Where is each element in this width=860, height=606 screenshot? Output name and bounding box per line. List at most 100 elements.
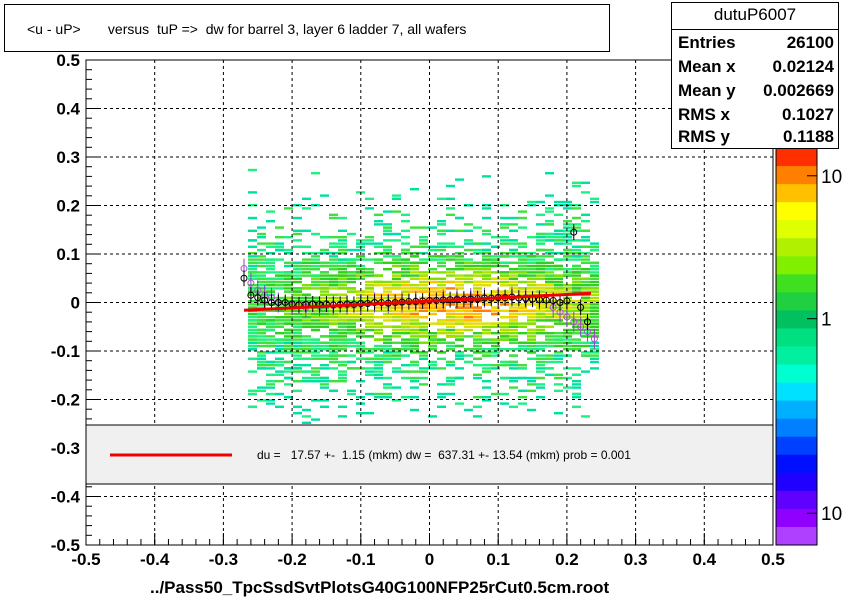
heatmap-cell — [410, 364, 419, 367]
heatmap-cell — [464, 229, 473, 232]
heatmap-cell — [329, 280, 338, 284]
heatmap-cell — [545, 338, 554, 341]
heatmap-cell — [500, 332, 509, 335]
heatmap-cell — [545, 335, 554, 338]
heatmap-cell — [338, 271, 347, 274]
heatmap-cell — [581, 354, 590, 357]
heatmap-cell — [356, 412, 365, 415]
heatmap-cell — [500, 252, 509, 255]
heatmap-cell — [284, 341, 293, 344]
stats-row-rms-y: RMS y 0.1188 — [678, 127, 834, 151]
heatmap-cell — [338, 280, 347, 284]
heatmap-cell — [329, 245, 338, 248]
heatmap-cell — [572, 383, 581, 386]
heatmap-cell — [491, 236, 500, 239]
heatmap-cell — [581, 296, 590, 300]
heatmap-cell — [410, 408, 419, 412]
heatmap-cell — [419, 252, 428, 255]
heatmap-cell — [356, 380, 365, 383]
heatmap-cell — [383, 223, 392, 226]
heatmap-cell — [365, 284, 374, 287]
heatmap-cell — [302, 245, 311, 248]
heatmap-cell — [311, 328, 320, 332]
heatmap-cell — [248, 168, 257, 172]
heatmap-cell — [500, 360, 509, 364]
title-box: <u - uP> versus tuP => dw for barrel 3, … — [4, 4, 610, 52]
heatmap-cell — [563, 287, 572, 290]
heatmap-cell — [356, 316, 365, 319]
heatmap-cell — [275, 392, 284, 396]
heatmap-cell — [446, 242, 455, 245]
heatmap-cell — [338, 405, 347, 408]
heatmap-cell — [320, 312, 329, 316]
heatmap-cell — [410, 386, 419, 389]
heatmap-cell — [374, 344, 383, 348]
heatmap-cell — [383, 255, 392, 258]
heatmap-cell — [527, 348, 536, 351]
heatmap-cell — [374, 293, 383, 296]
heatmap-cell — [572, 309, 581, 312]
heatmap-cell — [572, 204, 581, 207]
heatmap-cell — [347, 322, 356, 325]
heatmap-cell — [320, 357, 329, 360]
heatmap-cell — [347, 300, 356, 303]
heatmap-cell — [293, 229, 302, 232]
heatmap-cell — [482, 354, 491, 357]
heatmap-cell — [293, 239, 302, 242]
heatmap-cell — [545, 284, 554, 287]
heatmap-cell — [284, 309, 293, 312]
heatmap-cell — [437, 319, 446, 322]
heatmap-cell — [518, 367, 527, 370]
heatmap-cell — [365, 312, 374, 316]
heatmap-cell — [266, 325, 275, 328]
stats-value: 0.1027 — [782, 105, 834, 124]
heatmap-cell — [293, 338, 302, 341]
heatmap-cell — [509, 284, 518, 287]
heatmap-cell — [383, 226, 392, 229]
heatmap-cell — [572, 344, 581, 348]
heatmap-cell — [392, 293, 401, 296]
heatmap-cell — [293, 380, 302, 383]
heatmap-cell — [284, 261, 293, 264]
heatmap-cell — [536, 296, 545, 300]
heatmap-cell — [536, 287, 545, 290]
heatmap-cell — [392, 277, 401, 280]
heatmap-cell — [518, 344, 527, 348]
heatmap-cell — [329, 344, 338, 348]
heatmap-cell — [473, 376, 482, 380]
heatmap-cell — [410, 245, 419, 248]
heatmap-cell — [374, 325, 383, 328]
heatmap-cell — [482, 258, 491, 261]
y-tick-label: -0.4 — [51, 488, 81, 507]
heatmap-cell — [401, 290, 410, 293]
heatmap-cell — [554, 242, 563, 245]
heatmap-cell — [284, 248, 293, 252]
heatmap-cell — [518, 402, 527, 405]
heatmap-cell — [455, 316, 464, 319]
heatmap-cell — [455, 277, 464, 280]
heatmap-cell — [428, 271, 437, 274]
heatmap-cell — [401, 348, 410, 351]
heatmap-cell — [500, 216, 509, 220]
heatmap-cell — [455, 245, 464, 248]
heatmap-cell — [554, 316, 563, 319]
heatmap-cell — [482, 370, 491, 373]
heatmap-cell — [374, 284, 383, 287]
heatmap-cell — [455, 284, 464, 287]
heatmap-cell — [311, 338, 320, 341]
heatmap-cell — [284, 328, 293, 332]
heatmap-cell — [311, 351, 320, 354]
heatmap-cell — [563, 328, 572, 332]
heatmap-cell — [401, 258, 410, 261]
heatmap-cell — [257, 274, 266, 277]
heatmap-cell — [527, 376, 536, 380]
heatmap-cell — [410, 287, 419, 290]
heatmap-cell — [545, 344, 554, 348]
heatmap-cell — [464, 239, 473, 242]
heatmap-cell — [410, 325, 419, 328]
stats-row-mean-y: Mean y 0.002669 — [678, 81, 834, 105]
heatmap-cell — [293, 319, 302, 322]
heatmap-cell — [509, 216, 518, 220]
heatmap-cell — [500, 316, 509, 319]
heatmap-cell — [464, 309, 473, 312]
